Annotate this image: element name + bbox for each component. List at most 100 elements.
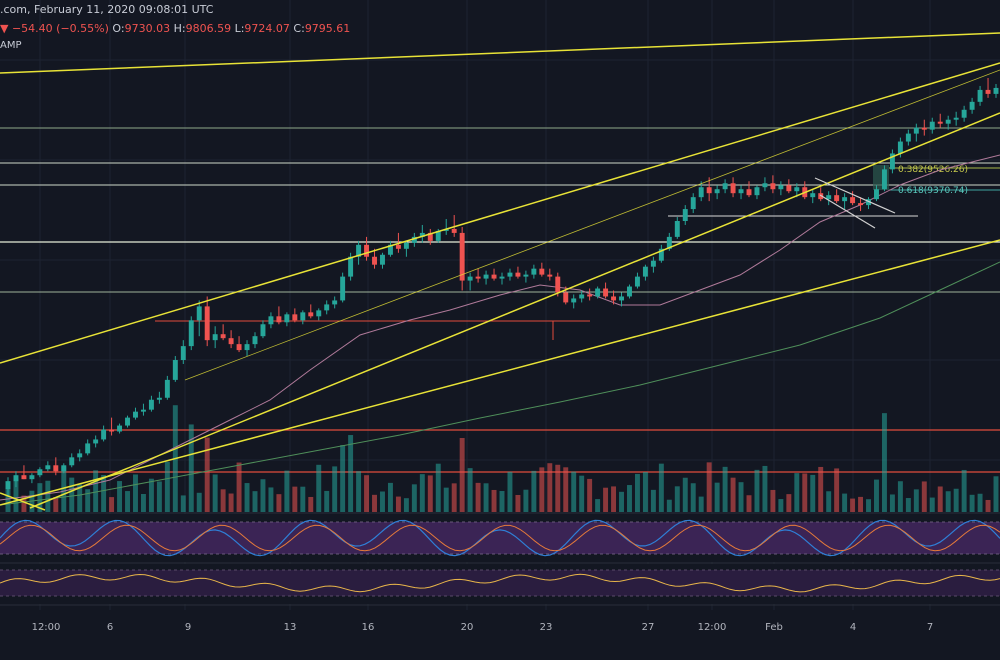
volume-bar — [475, 482, 481, 512]
volume-bar — [372, 494, 377, 512]
volume-bar — [252, 491, 258, 512]
candle-body — [117, 425, 123, 432]
volume-bar — [786, 494, 792, 512]
rsi-panel — [0, 564, 1000, 604]
candle-body — [531, 268, 537, 275]
candle-body — [403, 242, 409, 249]
candle-body — [380, 254, 385, 265]
candle-body — [156, 397, 162, 400]
volume-bar — [387, 482, 393, 512]
volume-bar — [555, 464, 561, 512]
volume-bar — [587, 478, 593, 512]
candle-body — [13, 475, 19, 482]
volume-bar — [571, 471, 577, 512]
volume-bar — [682, 477, 688, 512]
trendline-channel-mid — [184, 69, 1000, 381]
volume-bar — [125, 491, 130, 512]
volume-bar — [395, 496, 401, 512]
candle-body — [881, 169, 887, 190]
volume-bar — [77, 484, 83, 512]
candle-body — [786, 185, 792, 192]
volume-bar — [204, 437, 210, 512]
candle-body — [148, 399, 154, 410]
volume-bar — [364, 475, 370, 512]
volume-bar — [770, 489, 776, 512]
volume-bar — [666, 499, 672, 512]
volume-bar — [276, 494, 282, 512]
candle-body — [650, 260, 656, 267]
volume-bar — [563, 467, 569, 512]
candle-body — [316, 310, 322, 317]
candle-body — [762, 183, 768, 188]
candle-body — [204, 306, 210, 341]
candle-body — [29, 475, 35, 480]
volume-bar — [642, 471, 648, 512]
candle-body — [332, 300, 338, 305]
volume-bar — [268, 487, 274, 512]
volume-bar — [698, 496, 704, 512]
volume-bar — [754, 469, 760, 512]
volume-bar — [427, 475, 433, 512]
x-tick-label: 23 — [540, 622, 553, 633]
candle-body — [387, 244, 393, 255]
volume-bar — [523, 489, 529, 512]
x-tick-label: 12:00 — [32, 622, 61, 633]
volume-bar — [961, 469, 967, 512]
candle-body — [746, 189, 752, 196]
volume-bar — [220, 489, 226, 512]
volume-bar — [356, 471, 362, 512]
candle-body — [794, 187, 800, 192]
x-tick-label: 12:00 — [698, 622, 727, 633]
trendline-channel-base — [29, 112, 1000, 509]
volume-bar — [730, 477, 736, 512]
candle-body — [993, 87, 999, 94]
x-tick-label: 16 — [362, 622, 375, 633]
ma-fast — [0, 154, 1000, 501]
candle-body — [595, 288, 601, 297]
candle-body — [212, 334, 218, 341]
volume-bar — [603, 487, 609, 512]
candle-body — [826, 195, 832, 200]
stochastic-panel — [0, 514, 1000, 562]
candle-body — [21, 475, 27, 480]
low-label: L: — [234, 22, 245, 35]
volume-bar — [595, 499, 601, 512]
candle-body — [260, 324, 266, 337]
change-down-icon: ▼ — [0, 22, 9, 35]
volume-bar — [61, 466, 67, 512]
price-change: −54.40 (−0.55%) — [11, 22, 109, 35]
candle-body — [220, 334, 226, 339]
volume-bar — [260, 479, 266, 512]
candle-body — [451, 228, 457, 233]
candle-body — [188, 320, 194, 347]
candle-body — [180, 346, 186, 361]
candle-body — [929, 121, 935, 130]
candle-body — [93, 439, 99, 444]
volume-bar — [746, 495, 752, 512]
trendlines — [0, 32, 1000, 511]
volume-bar — [826, 491, 832, 512]
x-tick-label: 13 — [284, 622, 297, 633]
volume-bar — [13, 478, 19, 512]
candle-body — [140, 409, 146, 412]
candle-body — [507, 272, 513, 277]
volume-bar — [945, 491, 951, 512]
candle-body — [730, 183, 736, 194]
candle-body — [850, 197, 856, 204]
high-label: H: — [173, 22, 186, 35]
candle-body — [228, 338, 234, 345]
candle-body — [627, 286, 632, 297]
x-tick-label: 9 — [185, 622, 191, 633]
volume-bar — [284, 470, 290, 512]
volume-bar — [236, 462, 242, 512]
indicator-name: AMP — [0, 40, 22, 51]
candle-body — [252, 336, 258, 345]
volume-bar — [411, 484, 417, 512]
candle-body — [874, 189, 879, 200]
candle-body — [133, 411, 138, 418]
volume-bar — [834, 468, 840, 512]
volume-bar — [706, 462, 712, 512]
candle-body — [196, 306, 202, 321]
candle-body — [634, 276, 640, 287]
